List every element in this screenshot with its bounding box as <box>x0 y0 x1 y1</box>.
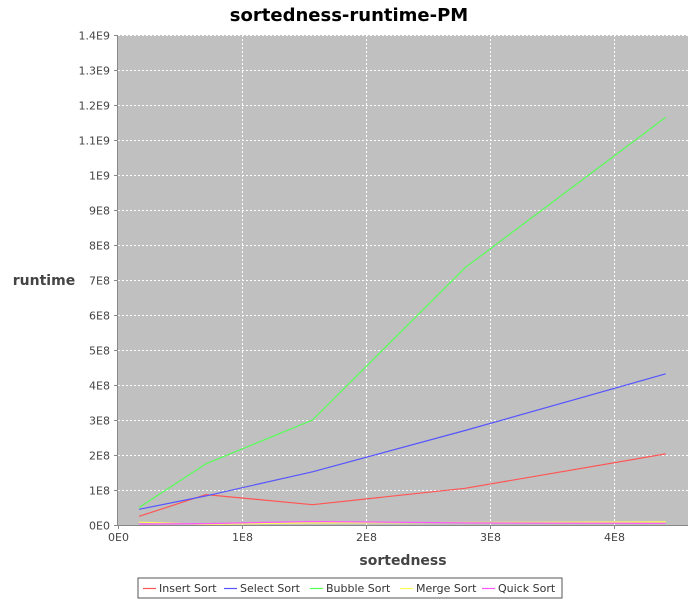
legend-label-select-sort: Select Sort <box>240 582 301 595</box>
y-axis-label: runtime <box>13 273 75 289</box>
x-axis-tick-labels: 0E0 1E8 2E8 3E8 4E8 <box>108 531 625 544</box>
legend-label-merge-sort: Merge Sort <box>416 582 477 595</box>
y-tick-label-9: 9E8 <box>89 205 110 218</box>
y-tick-label-5: 5E8 <box>89 345 110 358</box>
y-tick-label-11: 1.1E9 <box>79 135 110 148</box>
y-tick-label-6: 6E8 <box>89 310 110 323</box>
y-tick-label-14: 1.4E9 <box>79 30 110 43</box>
series-line-insert-sort <box>138 453 666 517</box>
y-axis-tick-labels: 0E0 1E8 2E8 3E8 4E8 5E8 6E8 7E8 8E8 9E8 1E9 1.1E9 1.… <box>79 30 110 533</box>
y-tick-label-0: 0E0 <box>89 520 110 533</box>
y-tick-label-2: 2E8 <box>89 450 110 463</box>
grid-lines <box>118 35 688 525</box>
x-tick-label-4: 4E8 <box>604 531 625 544</box>
legend-label-bubble-sort: Bubble Sort <box>326 582 391 595</box>
x-tick-label-2: 2E8 <box>356 531 377 544</box>
series-line-quick-sort <box>139 520 666 525</box>
series-line-select-sort <box>138 373 666 510</box>
x-tick-label-0: 0E0 <box>108 531 129 544</box>
series-line-bubble-sort <box>138 116 667 509</box>
y-tick-label-4: 4E8 <box>89 380 110 393</box>
y-tick-label-13: 1.3E9 <box>79 65 110 78</box>
legend-label-quick-sort: Quick Sort <box>498 582 556 595</box>
x-tick-label-1: 1E8 <box>232 531 253 544</box>
legend-label-insert-sort: Insert Sort <box>159 582 217 595</box>
legend-items: Insert Sort Select Sort Bubble Sort Merge S… <box>143 582 556 595</box>
chart-title: sortedness-runtime-PM <box>230 5 468 26</box>
y-tick-label-1: 1E8 <box>89 485 110 498</box>
axes <box>114 35 688 529</box>
x-axis-label: sortedness <box>359 553 446 569</box>
y-tick-label-7: 7E8 <box>89 275 110 288</box>
y-tick-label-3: 3E8 <box>89 415 110 428</box>
y-tick-label-10: 1E9 <box>89 170 110 183</box>
y-tick-label-8: 8E8 <box>89 240 110 253</box>
x-tick-label-3: 3E8 <box>480 531 501 544</box>
legend: Insert Sort Select Sort Bubble Sort Merge S… <box>137 577 563 599</box>
legend-box <box>137 577 563 599</box>
y-tick-label-12: 1.2E9 <box>79 100 110 113</box>
series-lines <box>138 116 667 525</box>
